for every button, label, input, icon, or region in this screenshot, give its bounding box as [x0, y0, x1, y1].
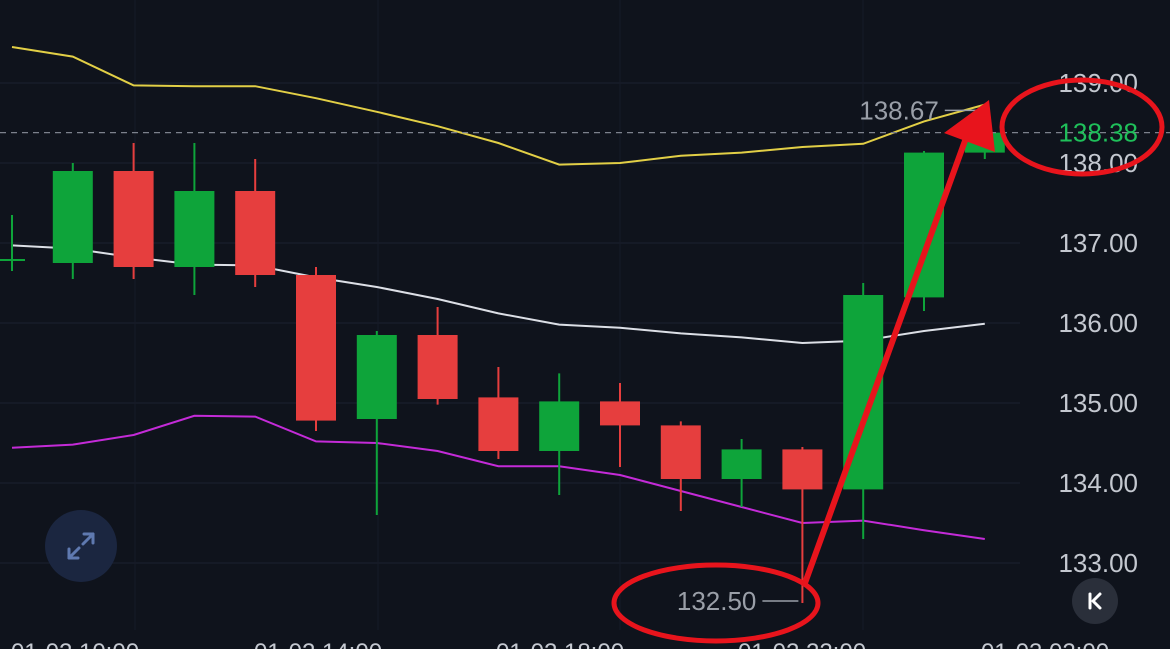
candle-body [356, 335, 397, 419]
scroll-to-latest-button[interactable] [1072, 578, 1118, 624]
x-tick-label: 01-02 18:00 [496, 639, 624, 649]
time-axis: 01-02 10:00 01-02 14:00 01-02 18:00 01-02 2… [11, 639, 1109, 649]
y-tick-label: 137.00 [1058, 228, 1138, 258]
candle-body [52, 171, 93, 263]
y-tick-label: 134.00 [1058, 468, 1138, 498]
candle-body [296, 275, 336, 421]
y-tick-label: 135.00 [1058, 388, 1138, 418]
annotation-arrow-head [944, 100, 995, 152]
candle-body [235, 191, 276, 275]
y-tick-label: 136.00 [1058, 308, 1138, 338]
candle-body [113, 171, 154, 267]
x-tick-label: 01-02 22:00 [738, 639, 866, 649]
price-markers: 138.38 138.67 132.50 [0, 95, 1170, 616]
candle-body [782, 449, 823, 490]
candle-body [174, 191, 215, 267]
candle-body [600, 401, 640, 426]
candle-body [539, 401, 580, 451]
candle-body [478, 397, 519, 451]
candle-body [660, 425, 701, 479]
candle-body [0, 259, 25, 261]
annotation-arrow-shaft [802, 135, 969, 586]
candle-body [417, 335, 458, 399]
fullscreen-button[interactable] [45, 510, 117, 582]
bollinger-upper-line [11, 46, 986, 166]
bollinger-bands [11, 46, 986, 540]
bollinger-middle-line [11, 244, 985, 345]
low-marker-label: 132.50 [677, 586, 757, 616]
x-tick-label: 01-02 14:00 [254, 639, 382, 649]
expand-arrows-icon [67, 532, 95, 560]
candle-body [904, 152, 944, 298]
bollinger-lower-line [11, 414, 985, 540]
low-annotation-circle [611, 562, 821, 644]
y-tick-label: 133.00 [1058, 548, 1138, 578]
x-tick-label: 01-03 02:00 [981, 639, 1109, 649]
current-price-label: 138.38 [1058, 118, 1138, 148]
red-annotations [611, 77, 1165, 644]
price-annotation-circle [999, 77, 1165, 177]
skip-to-latest-icon [1088, 592, 1102, 610]
candles [0, 127, 1005, 603]
candle-body [721, 449, 762, 479]
high-marker-label: 138.67 [859, 95, 939, 125]
grid-lines [0, 0, 1020, 630]
x-tick-label: 01-02 10:00 [11, 639, 139, 649]
